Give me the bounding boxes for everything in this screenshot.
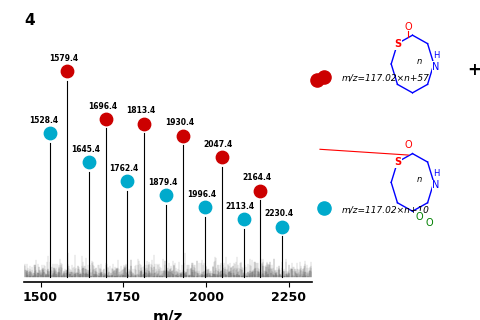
Text: 1879.4: 1879.4 <box>148 178 178 187</box>
Point <box>85 159 93 164</box>
Text: H: H <box>433 51 439 60</box>
Text: O: O <box>405 21 412 32</box>
Text: 2230.4: 2230.4 <box>264 209 294 218</box>
Text: 2164.4: 2164.4 <box>242 173 272 182</box>
Text: 1996.4: 1996.4 <box>187 190 216 199</box>
Text: m/z=117.02×n+57: m/z=117.02×n+57 <box>341 74 429 83</box>
Text: 4: 4 <box>24 13 35 28</box>
Text: m/z=117.02×n+10: m/z=117.02×n+10 <box>341 205 429 214</box>
Text: 1762.4: 1762.4 <box>109 164 139 173</box>
Text: S: S <box>394 39 401 49</box>
Text: 1645.4: 1645.4 <box>71 145 100 154</box>
Point <box>313 77 321 83</box>
Point <box>278 224 286 229</box>
Text: S: S <box>394 157 401 167</box>
Point <box>320 74 327 79</box>
Text: +: + <box>468 61 480 79</box>
Text: 2047.4: 2047.4 <box>204 140 233 149</box>
Text: H: H <box>433 169 439 178</box>
Text: 1930.4: 1930.4 <box>165 118 194 127</box>
Point <box>201 205 209 210</box>
Point <box>179 133 187 138</box>
Point <box>141 121 148 126</box>
Text: N: N <box>432 180 440 190</box>
Point <box>123 179 131 184</box>
Text: O: O <box>415 212 423 222</box>
Text: 1579.4: 1579.4 <box>49 54 78 63</box>
Point <box>320 205 327 211</box>
Text: 1813.4: 1813.4 <box>126 106 156 115</box>
Point <box>162 193 170 198</box>
Point <box>240 217 248 222</box>
Text: 1696.4: 1696.4 <box>88 101 117 110</box>
Point <box>218 155 226 160</box>
Point <box>46 131 54 136</box>
Text: 2113.4: 2113.4 <box>226 202 255 211</box>
Text: O: O <box>426 218 433 228</box>
Point <box>63 68 71 74</box>
Text: n: n <box>416 175 421 184</box>
Point <box>102 116 109 122</box>
Text: n: n <box>416 57 421 66</box>
Text: O: O <box>405 140 412 150</box>
X-axis label: m/z: m/z <box>153 310 183 320</box>
Point <box>257 188 264 193</box>
Text: N: N <box>432 62 440 72</box>
Text: 1528.4: 1528.4 <box>29 116 59 125</box>
